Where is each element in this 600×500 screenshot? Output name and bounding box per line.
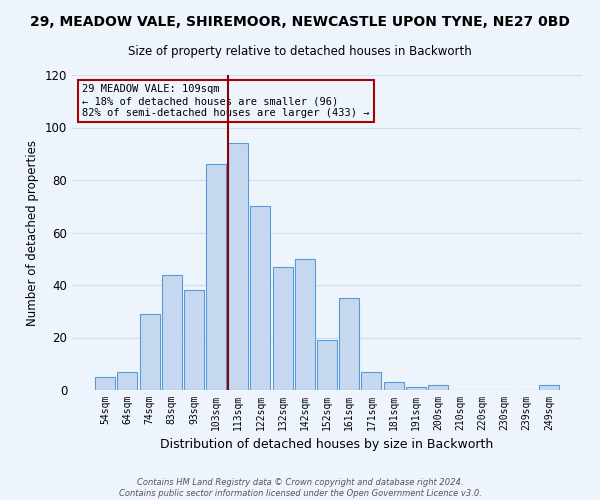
Bar: [428, 385, 448, 390]
Bar: [162, 274, 182, 390]
Bar: [250, 206, 271, 390]
Bar: [539, 385, 559, 390]
Bar: [317, 340, 337, 390]
Bar: [406, 388, 426, 390]
Bar: [295, 259, 315, 390]
Bar: [95, 377, 115, 390]
X-axis label: Distribution of detached houses by size in Backworth: Distribution of detached houses by size …: [160, 438, 494, 452]
Bar: [383, 382, 404, 390]
Bar: [228, 143, 248, 390]
Bar: [140, 314, 160, 390]
Bar: [361, 372, 382, 390]
Y-axis label: Number of detached properties: Number of detached properties: [26, 140, 39, 326]
Bar: [339, 298, 359, 390]
Text: 29, MEADOW VALE, SHIREMOOR, NEWCASTLE UPON TYNE, NE27 0BD: 29, MEADOW VALE, SHIREMOOR, NEWCASTLE UP…: [30, 15, 570, 29]
Text: Contains HM Land Registry data © Crown copyright and database right 2024.
Contai: Contains HM Land Registry data © Crown c…: [119, 478, 481, 498]
Bar: [206, 164, 226, 390]
Bar: [272, 266, 293, 390]
Bar: [118, 372, 137, 390]
Text: Size of property relative to detached houses in Backworth: Size of property relative to detached ho…: [128, 45, 472, 58]
Text: 29 MEADOW VALE: 109sqm
← 18% of detached houses are smaller (96)
82% of semi-det: 29 MEADOW VALE: 109sqm ← 18% of detached…: [82, 84, 370, 117]
Bar: [184, 290, 204, 390]
